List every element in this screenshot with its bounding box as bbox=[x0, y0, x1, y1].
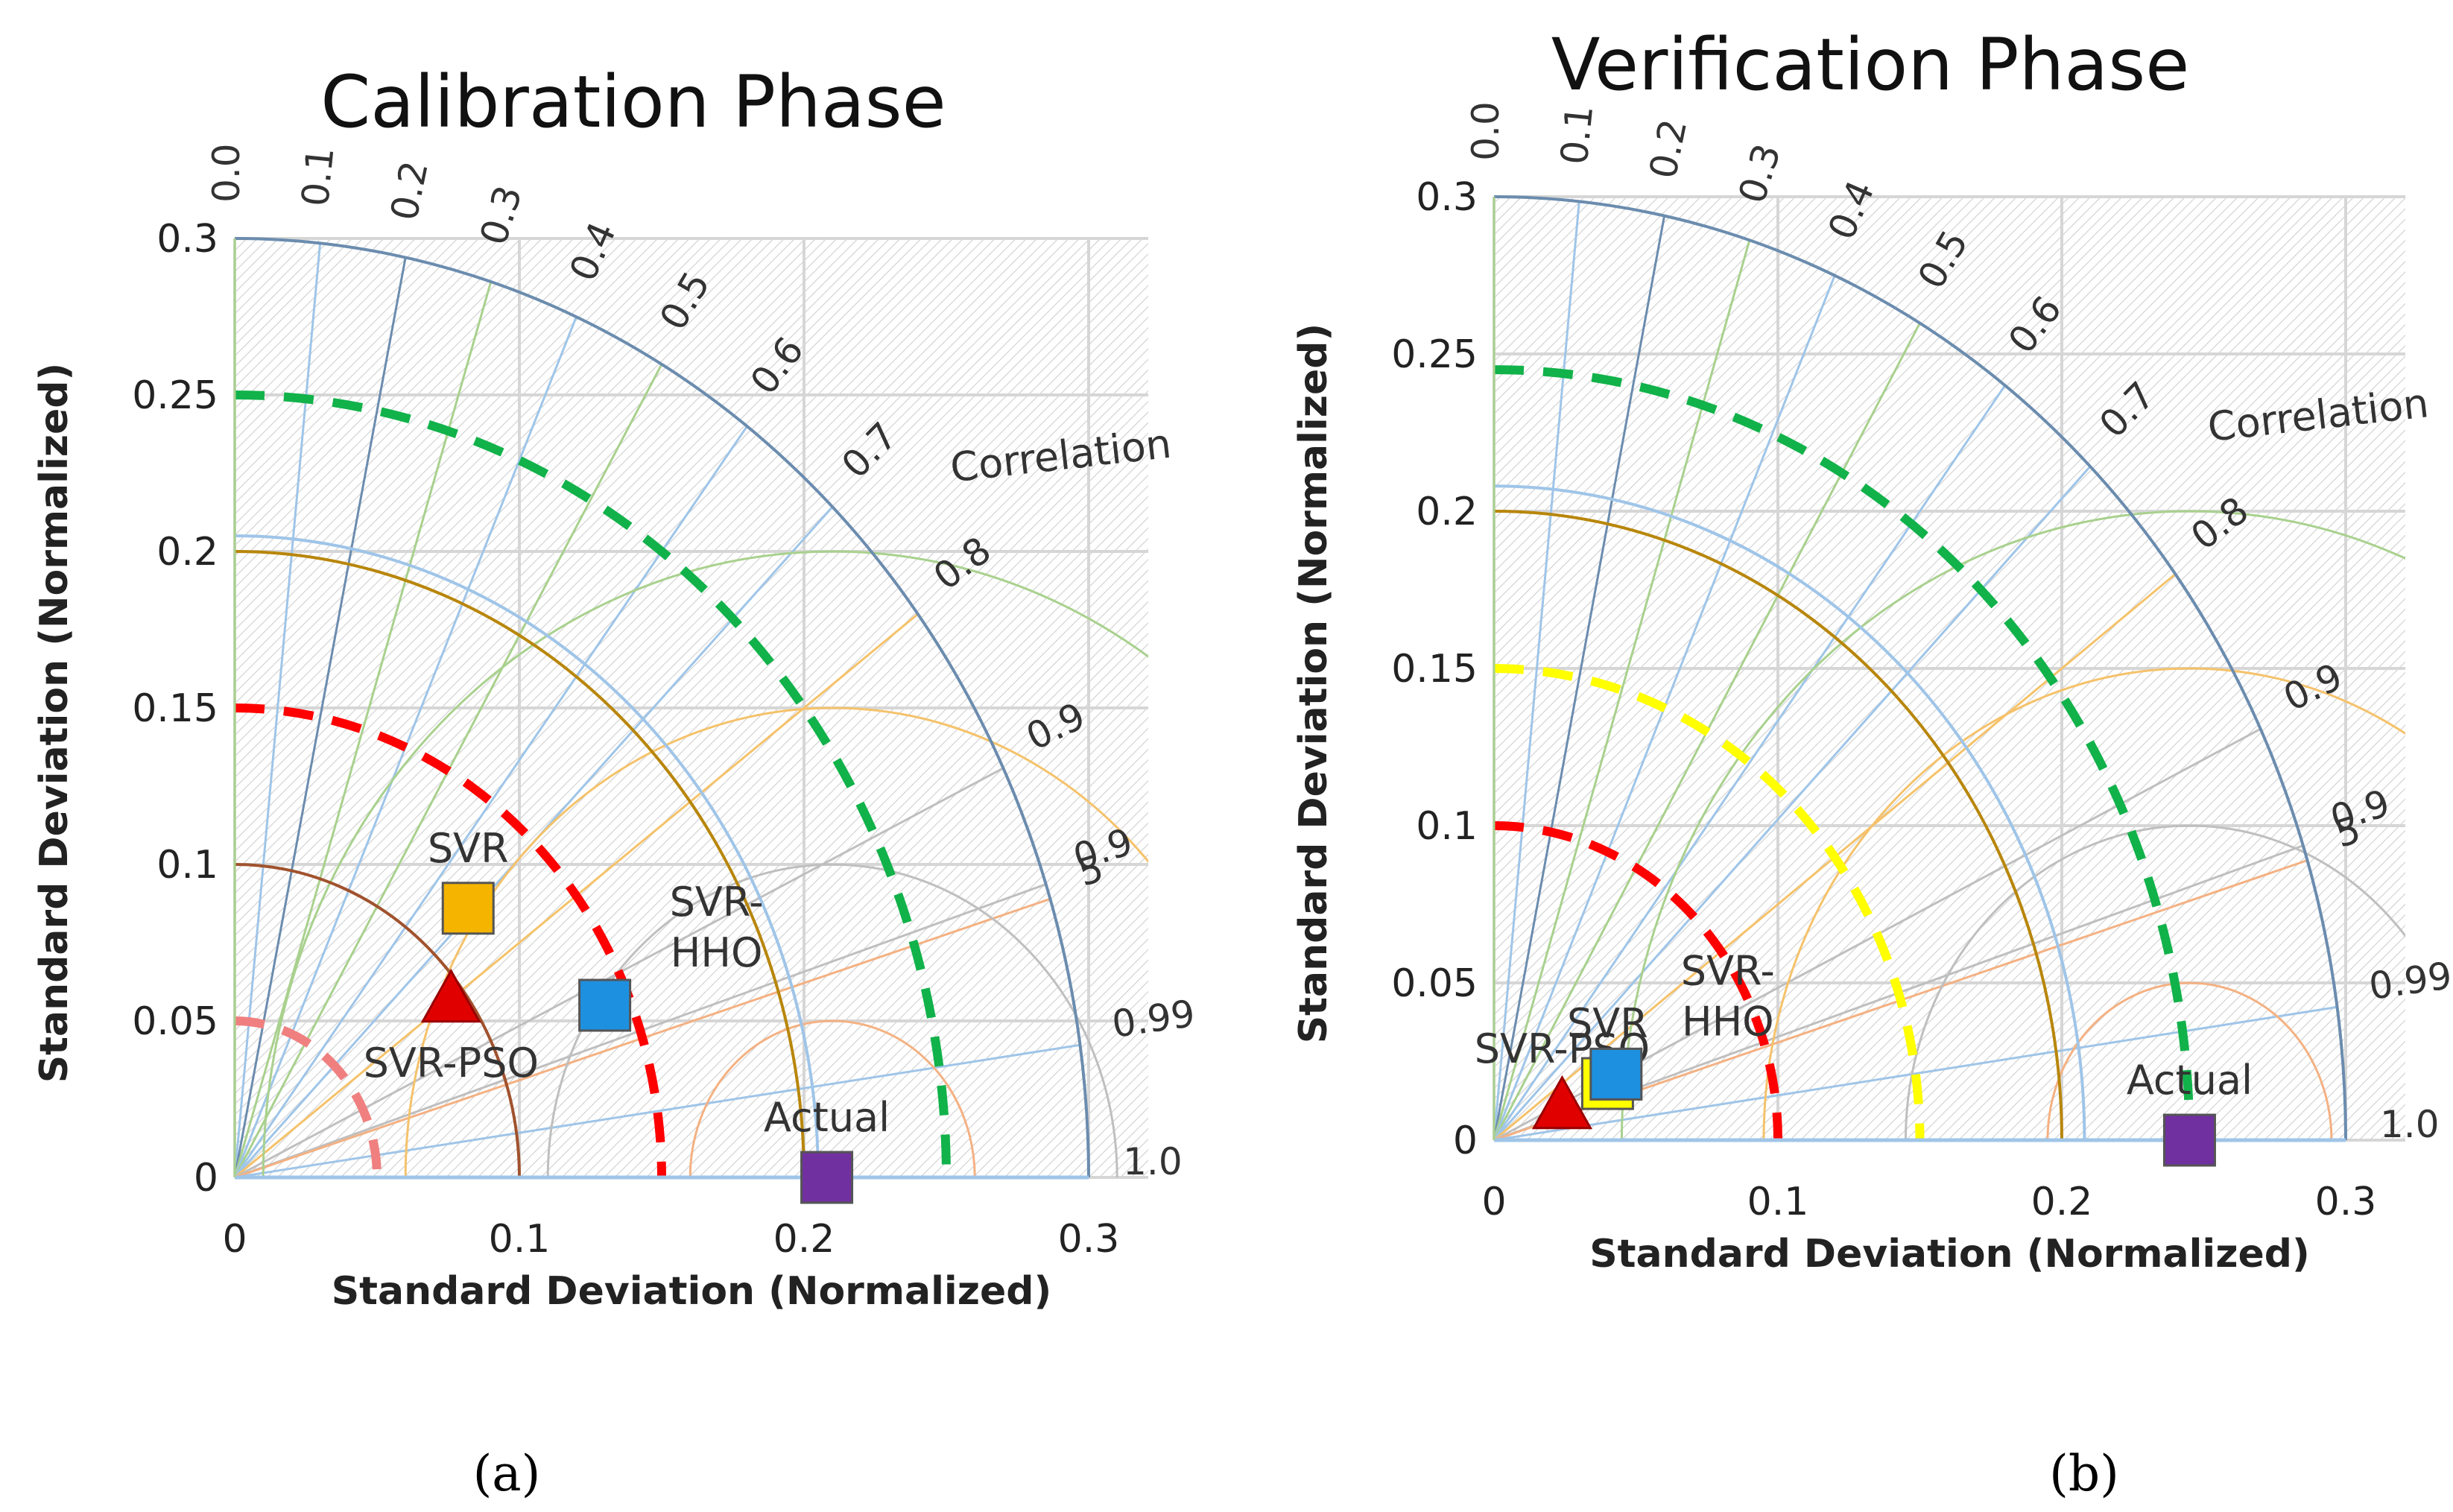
rmsd-arc bbox=[2046, 981, 2333, 1140]
series-label: Actual bbox=[2127, 1057, 2253, 1104]
std-arc bbox=[1493, 365, 2194, 1141]
std-arc bbox=[234, 863, 521, 1178]
std-arc bbox=[1493, 510, 2063, 1141]
series-label: SVR- bbox=[670, 879, 764, 926]
x-tick-label: 0 bbox=[222, 1217, 247, 1262]
marker-svr bbox=[441, 882, 495, 935]
marker-svr-pso bbox=[420, 968, 481, 1023]
rmsd-arc bbox=[1904, 824, 2405, 1140]
series-label: SVR bbox=[1567, 1000, 1648, 1047]
std-arc bbox=[1493, 195, 2347, 1141]
x-tick-label: 0.2 bbox=[773, 1217, 835, 1262]
x-tick-label: 0.3 bbox=[1058, 1217, 1120, 1262]
y-tick-label: 0.25 bbox=[1391, 332, 1478, 377]
rmsd-arc bbox=[1620, 510, 2405, 1140]
std-arc bbox=[234, 1016, 382, 1178]
panel-verification: 0.0 0.1 0.2 0.30.40.50.60.70.80.90.950.991.… bbox=[1291, 23, 2453, 1277]
x-tick-label: 0.2 bbox=[2031, 1180, 2093, 1224]
series-label: SVR- bbox=[1681, 947, 1775, 994]
y-tick-label: 0.2 bbox=[1416, 490, 1478, 534]
correlation-tick-label: 1.0 bbox=[2380, 1103, 2440, 1146]
y-axis-label: Standard Deviation (Normalized) bbox=[1291, 323, 1336, 1044]
marker-svr-pso bbox=[1531, 1075, 1592, 1130]
series-label: HHO bbox=[1682, 998, 1774, 1045]
rmsd-arc bbox=[1762, 667, 2405, 1140]
caption-b: (b) bbox=[2049, 1445, 2119, 1502]
correlation-tick-label: 0.2 bbox=[382, 157, 437, 224]
y-tick-label: 0.3 bbox=[1416, 175, 1478, 220]
y-tick-label: 0.25 bbox=[132, 373, 218, 418]
y-tick-label: 0.05 bbox=[1391, 961, 1478, 1006]
y-tick-label: 0 bbox=[194, 1156, 218, 1201]
correlation-ray bbox=[1494, 385, 2007, 1140]
panel-calibration: 0.0 0.1 0.2 0.30.40.50.60.70.80.90.950.991.… bbox=[32, 60, 1197, 1314]
correlation-tick-label: 0.2 bbox=[1642, 116, 1696, 183]
y-tick-label: 0.05 bbox=[132, 999, 218, 1044]
correlation-tick-label: 0.1 bbox=[1553, 104, 1602, 167]
rmsd-arc bbox=[404, 706, 1148, 1177]
correlation-ray bbox=[1494, 1005, 2338, 1140]
std-arc bbox=[234, 390, 951, 1178]
series-label: SVR bbox=[428, 825, 509, 872]
x-axis-label: Standard Deviation (Normalized) bbox=[1589, 1232, 2310, 1277]
std-arc bbox=[234, 550, 805, 1178]
series-label: HHO bbox=[671, 929, 763, 976]
std-arc bbox=[234, 534, 820, 1178]
y-tick-label: 0.1 bbox=[156, 843, 218, 888]
chart-title: Verification Phase bbox=[1551, 23, 2190, 107]
x-axis-label: Standard Deviation (Normalized) bbox=[332, 1269, 1052, 1314]
std-arc bbox=[234, 703, 666, 1178]
y-tick-label: 0.2 bbox=[156, 530, 218, 575]
correlation-ray bbox=[1494, 201, 1580, 1140]
x-tick-label: 0.1 bbox=[1747, 1180, 1809, 1224]
marker-svr-hho bbox=[1589, 1047, 1643, 1101]
x-tick-label: 0.1 bbox=[489, 1217, 551, 1262]
y-tick-label: 0.3 bbox=[156, 217, 218, 262]
series-label: SVR-PSO bbox=[364, 1040, 539, 1086]
marker-actual bbox=[800, 1151, 854, 1204]
y-tick-label: 0.15 bbox=[1391, 647, 1478, 692]
std-arc bbox=[234, 237, 1090, 1178]
series-label: Actual bbox=[764, 1094, 890, 1141]
marker-svr-hho bbox=[578, 978, 632, 1032]
std-arc bbox=[1493, 664, 1925, 1141]
correlation-ray bbox=[1494, 215, 1666, 1140]
correlation-ray bbox=[1494, 239, 1751, 1140]
x-tick-label: 0.3 bbox=[2315, 1180, 2377, 1224]
caption-a: (a) bbox=[473, 1445, 541, 1502]
marker-actual bbox=[2162, 1113, 2216, 1167]
y-tick-label: 0.15 bbox=[132, 686, 218, 731]
y-tick-label: 0.1 bbox=[1416, 804, 1478, 849]
correlation-tick-label: 0.0 bbox=[1464, 101, 1507, 161]
correlation-tick-label: 0.0 bbox=[205, 143, 248, 203]
rmsd-arc bbox=[262, 550, 1148, 1177]
std-arc bbox=[1493, 821, 1782, 1141]
rmsd-arc bbox=[689, 1019, 976, 1177]
y-axis-label: Standard Deviation (Normalized) bbox=[32, 363, 77, 1084]
correlation-tick-label: 0.1 bbox=[294, 145, 343, 209]
y-tick-label: 0 bbox=[1453, 1119, 1478, 1163]
chart-title: Calibration Phase bbox=[320, 60, 946, 144]
std-arc bbox=[1493, 484, 2086, 1141]
correlation-ray bbox=[1494, 465, 2092, 1140]
correlation-tick-label: 1.0 bbox=[1123, 1140, 1183, 1183]
x-tick-label: 0 bbox=[1481, 1180, 1506, 1224]
